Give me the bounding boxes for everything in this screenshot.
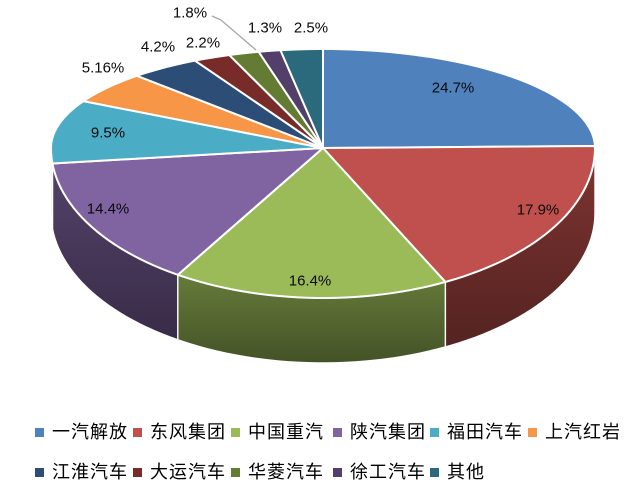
legend-item-大运汽车: 大运汽车 (133, 462, 226, 482)
label-leader-line (211, 15, 257, 51)
legend-swatch-icon (35, 467, 44, 477)
data-label-中国重汽-inside: 16.4% (288, 272, 332, 290)
legend-item-福田汽车: 福田汽车 (430, 422, 523, 442)
legend-swatch-icon (528, 427, 537, 437)
data-label-上汽红岩-outside: 5.16% (81, 59, 125, 77)
legend-swatch-icon (231, 427, 240, 437)
pie-slice-中国重汽 (176, 147, 447, 299)
legend-item-中国重汽: 中国重汽 (231, 422, 324, 442)
legend-label: 江淮汽车 (52, 462, 128, 482)
legend-item-东风集团: 东风集团 (133, 422, 226, 442)
data-label-大运汽车-outside: 2.2% (185, 34, 221, 52)
legend-item-江淮汽车: 江淮汽车 (35, 462, 128, 482)
data-label-其他-outside: 2.5% (293, 19, 329, 37)
data-label-华菱汽车-outside: 1.8% (172, 4, 208, 22)
legend-item-其他: 其他 (430, 462, 485, 482)
legend-swatch-icon (430, 467, 439, 477)
data-label-徐工汽车-outside: 1.3% (247, 19, 283, 37)
legend-label: 一汽解放 (52, 422, 128, 442)
pie-slice-陕汽集团 (51, 147, 324, 276)
legend-swatch-icon (133, 467, 142, 477)
legend-swatch-icon (430, 427, 439, 437)
pie-slice-一汽解放 (322, 48, 596, 149)
legend-item-上汽红岩: 上汽红岩 (528, 422, 621, 442)
legend-label: 东风集团 (150, 422, 226, 442)
legend-label: 上汽红岩 (545, 422, 621, 442)
pie-slice-上汽红岩 (82, 74, 324, 149)
data-label-一汽解放-inside: 24.7% (431, 79, 475, 97)
legend-label: 其他 (447, 462, 485, 482)
legend-item-华菱汽车: 华菱汽车 (231, 462, 324, 482)
data-label-陕汽集团-inside: 14.4% (86, 200, 130, 218)
legend-swatch-icon (333, 467, 342, 477)
legend-label: 福田汽车 (447, 422, 523, 442)
legend-item-一汽解放: 一汽解放 (35, 422, 128, 442)
legend-label: 大运汽车 (150, 462, 226, 482)
data-label-东风集团-inside: 17.9% (516, 201, 560, 219)
legend-label: 陕汽集团 (350, 422, 426, 442)
legend-swatch-icon (231, 467, 240, 477)
pie-3d-graphic (50, 15, 596, 364)
legend-item-陕汽集团: 陕汽集团 (333, 422, 426, 442)
data-label-福田汽车-inside: 9.5% (90, 124, 126, 142)
data-label-江淮汽车-outside: 4.2% (140, 38, 176, 56)
pie-slice-福田汽车 (50, 100, 324, 165)
legend-label: 华菱汽车 (248, 462, 324, 482)
pie-slice-江淮汽车 (135, 59, 324, 149)
legend-swatch-icon (333, 427, 342, 437)
legend-swatch-icon (133, 427, 142, 437)
pie-slice-其他 (279, 48, 324, 149)
legend-item-徐工汽车: 徐工汽车 (333, 462, 426, 482)
legend-swatch-icon (35, 427, 44, 437)
legend-label: 中国重汽 (248, 422, 324, 442)
pie-slice-东风集团 (322, 145, 596, 283)
legend-label: 徐工汽车 (350, 462, 426, 482)
